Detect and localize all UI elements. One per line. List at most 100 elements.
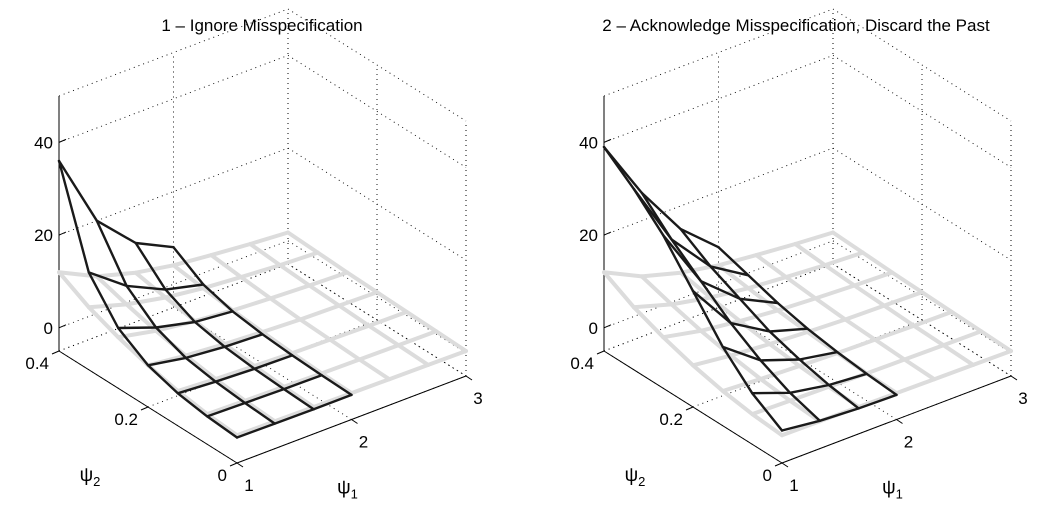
x-axis-label: ψ1 [337,478,358,502]
y-tick-mark [229,462,238,467]
y-tick-label: 0.2 [659,410,683,429]
y-tick-label: 0 [218,466,227,485]
surface-line-y [133,270,316,409]
surface-line-x [691,289,809,333]
surface-line-y [134,241,315,411]
z-gridline [603,147,834,236]
surface-line-x [662,234,779,305]
x-tick-label: 3 [1018,389,1027,408]
x-tick-mark [351,419,358,424]
x-tick-label: 2 [904,433,913,452]
x-tick-mark [781,462,789,468]
chart-title: 2 – Acknowledge Misspecification, Discar… [602,16,990,35]
box-edge [832,8,1012,122]
z-gridline [832,240,1012,354]
surface-line-y [602,270,784,438]
y-tick-label: 0.2 [114,410,138,429]
surface-line-y [678,270,861,409]
surface-line-y [171,263,354,396]
y-tick-label: 0 [763,466,772,485]
z-tick-label: 40 [34,133,53,152]
chart-title: 1 – Ignore Misspecification [161,16,362,35]
surface-black [57,159,353,439]
surface-line-x [751,372,868,395]
y-tick-mark [596,350,605,355]
x-tick-mark [1010,375,1018,381]
surface-line-x [632,187,750,277]
surface-line-x [57,230,290,279]
z-tick-label: 0 [589,319,598,338]
chart-panel-ignore-misspecification: 1 – Ignore Misspecification 1 2 3 0 0.2 0.4 0 20… [25,8,483,502]
surface-line-y [286,230,468,353]
y-gridline [603,263,834,352]
surface-line-y [831,230,1013,353]
surface-line-x [602,145,720,249]
z-tick-label: 40 [579,133,598,152]
x-tick-mark [236,462,244,468]
tick-labels: 1 2 3 0 0.2 0.4 0 20 40 [25,133,482,495]
y-tick-label: 0.4 [25,354,49,373]
surface-line-x [721,345,839,362]
y-gridline [692,319,923,408]
z-tick-mark [603,138,612,143]
surface-line-y [172,246,353,397]
surface-line-y [57,159,239,439]
y-tick-mark [774,462,783,467]
box-edge [287,8,467,122]
surface-line-x [176,354,294,395]
surface-line-x [146,333,264,367]
surface-line-y [248,242,431,367]
z-gridline [287,240,467,354]
axes [51,96,473,468]
surface-black [602,145,898,432]
z-gridline [832,54,1012,168]
surface-grey [602,230,1013,438]
x-tick-label: 3 [473,389,482,408]
y-gridline [58,263,289,352]
z-gridline [58,54,289,143]
surface-line-x [117,310,234,330]
z-tick-label: 20 [34,226,53,245]
x-tick-mark [465,375,473,381]
z-gridline [603,54,834,143]
surface-line-x [780,393,898,432]
surface-line-y [793,242,976,367]
z-tick-label: 20 [579,226,598,245]
y-tick-mark [685,406,694,411]
surface-line-y [57,270,239,438]
z-tick-mark [58,138,67,143]
surface-line-x [57,159,175,249]
y-tick-mark [51,350,60,355]
y-tick-label: 0.4 [570,354,594,373]
box-edge [603,8,834,97]
surface-line-y [679,227,860,410]
z-tick-label: 0 [44,319,53,338]
x-tick-label: 1 [244,476,253,495]
box-edge [58,8,289,97]
y-gridline [147,319,378,408]
y-tick-mark [140,406,149,411]
surface-line-y [717,246,898,397]
surface-line-x [602,230,835,279]
surface-line-y [94,274,277,424]
surface-line-y [602,145,784,432]
z-gridline [287,54,467,168]
z-tick-mark [58,231,67,236]
surface-line-y [209,253,392,382]
x-tick-label: 1 [789,476,798,495]
axes [596,96,1018,468]
surface-line-y [754,253,937,382]
surface-line-y [639,274,822,424]
surface-line-x [206,374,323,418]
y-axis-label: ψ2 [80,465,101,489]
x-tick-mark [896,419,903,424]
z-tick-mark [603,324,612,329]
surface-line-x [235,393,353,439]
surface-line-y [640,191,821,422]
z-tick-mark [603,231,612,236]
x-tick-label: 2 [359,433,368,452]
surface-line-y [95,219,276,425]
x-axis-label: ψ1 [882,478,903,502]
z-tick-mark [58,324,67,329]
y-axis-label: ψ2 [625,465,646,489]
